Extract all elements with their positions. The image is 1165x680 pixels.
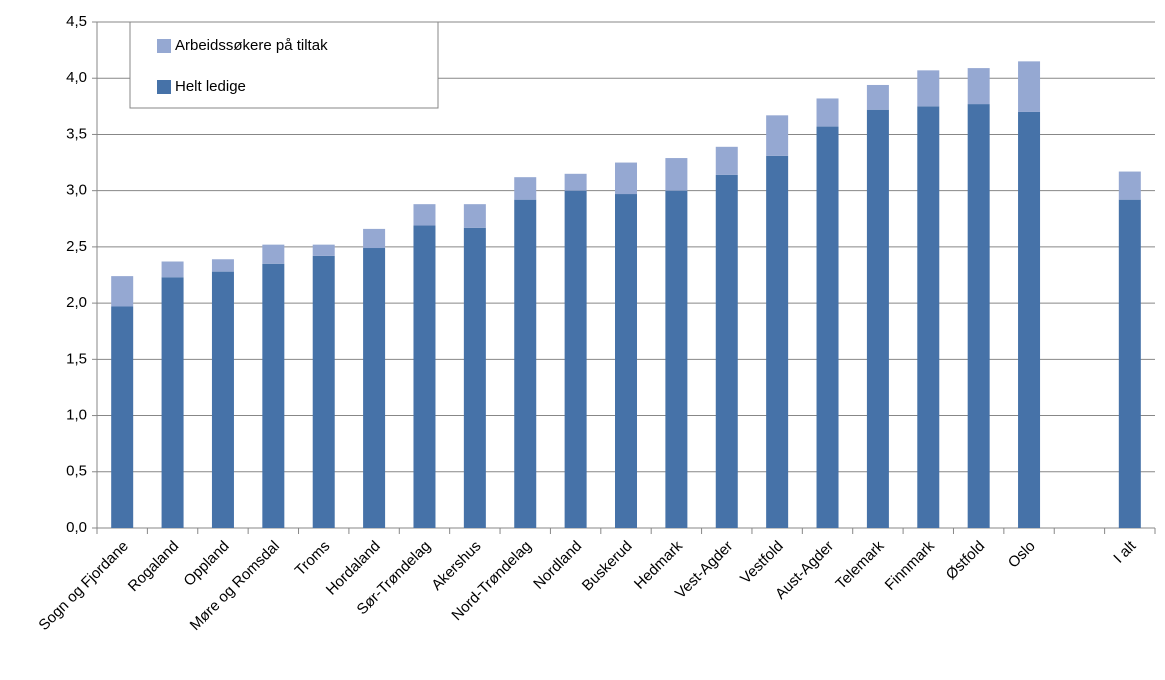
y-tick-label: 1,0 [66, 407, 87, 424]
bar-segment [262, 263, 285, 528]
bar-segment [262, 244, 285, 264]
bar-segment [866, 109, 889, 528]
bar-segment [615, 194, 637, 529]
bar-segment [211, 259, 234, 272]
x-tick-label: Sogn og Fjordane [35, 538, 131, 634]
bar-segment [161, 277, 184, 528]
bar-segment [766, 155, 789, 528]
bar-segment [967, 68, 990, 105]
bar-segment [816, 126, 839, 528]
bar-segment [564, 173, 587, 191]
x-tick-label: Nordland [530, 538, 585, 593]
x-tick-label: Finnmark [882, 537, 939, 594]
bar-segment [917, 70, 940, 107]
bar-segment [463, 227, 486, 529]
y-tick-label: 2,0 [66, 294, 87, 311]
x-tick-label: Buskerud [579, 538, 636, 595]
bar-segment [111, 306, 134, 528]
legend-label: Helt ledige [175, 78, 246, 95]
y-tick-label: 4,5 [66, 13, 87, 30]
bar-segment [564, 190, 587, 528]
y-tick-label: 4,0 [66, 69, 87, 86]
y-tick-label: 1,5 [66, 350, 87, 367]
bar-segment [161, 261, 184, 278]
bar-segment [615, 162, 637, 195]
bar-segment [1018, 111, 1041, 528]
bar-segment [917, 106, 940, 528]
legend-box [129, 21, 439, 109]
y-tick-label: 3,5 [66, 125, 87, 142]
bar-segment [312, 255, 335, 528]
y-tick-label: 2,5 [66, 238, 87, 255]
bar-segment [514, 177, 537, 200]
bar-segment [211, 271, 234, 528]
bar-segment [665, 190, 688, 528]
bar-segment [413, 204, 436, 226]
bar-segment [967, 104, 990, 528]
bar-segment [514, 199, 537, 528]
bar-segment [111, 276, 134, 307]
bar-segment [363, 248, 386, 528]
x-tick-label: Østfold [943, 538, 989, 584]
bar-segment [766, 115, 789, 156]
bar-segment [1018, 61, 1041, 112]
legend-swatch [157, 80, 171, 94]
bar-segment [816, 98, 839, 127]
y-tick-label: 3,0 [66, 182, 87, 199]
bar-segment [1118, 199, 1141, 528]
y-tick-label: 0,5 [66, 463, 87, 480]
bar-segment [363, 228, 386, 249]
bar-segment [463, 204, 486, 228]
x-tick-label: Rogaland [125, 538, 182, 595]
legend-label: Arbeidssøkere på tiltak [175, 37, 328, 54]
x-tick-label: Oppland [180, 538, 232, 590]
bar-segment [866, 84, 889, 110]
x-tick-label: Oslo [1005, 538, 1039, 572]
bar-segment [715, 174, 738, 528]
legend-swatch [157, 39, 171, 53]
bar-segment [413, 225, 436, 528]
bar-segment [1118, 171, 1141, 200]
y-tick-label: 0,0 [66, 519, 87, 536]
bar-segment [715, 146, 738, 175]
x-tick-label: Vestfold [737, 538, 787, 588]
bar-segment [665, 158, 688, 191]
x-tick-label: I alt [1110, 537, 1140, 567]
x-tick-label: Møre og Romsdal [187, 538, 283, 634]
bar-segment [312, 244, 335, 256]
x-tick-label: Telemark [832, 537, 887, 592]
x-tick-label: Troms [292, 538, 334, 580]
